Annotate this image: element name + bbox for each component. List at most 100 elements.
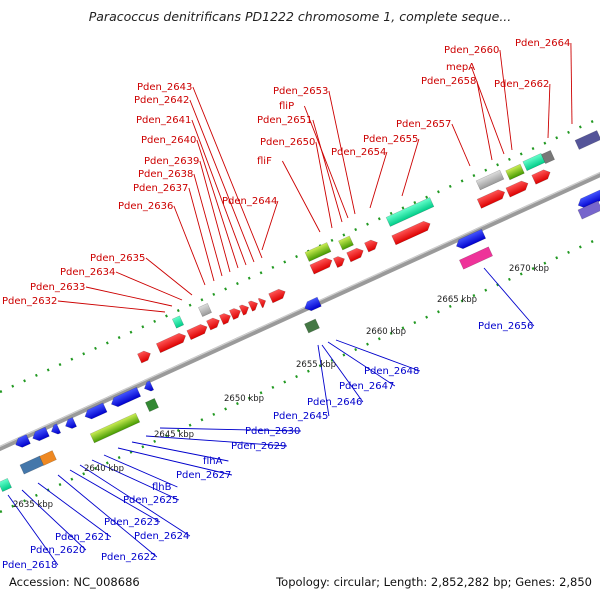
gene-labels: Pden_2632 Pden_2633 Pden_2634 Pden_2635 Pden…: [2, 38, 570, 571]
label-leader-line: [470, 66, 505, 155]
gene-label[interactable]: Pden_2636: [118, 201, 173, 212]
gene-feature: [171, 315, 185, 329]
label-leader-line: [173, 205, 206, 286]
gene-feature: [304, 318, 320, 334]
gene-label[interactable]: Pden_2634: [60, 267, 115, 278]
scale-label: 2655 kbp: [296, 360, 336, 370]
gene-label[interactable]: mepA: [446, 62, 475, 73]
gene-label[interactable]: Pden_2644: [222, 196, 277, 207]
gene-label[interactable]: Pden_2656: [478, 321, 533, 332]
genome-summary-text: Topology: circular; Length: 2,852,282 bp…: [276, 575, 592, 589]
label-leader-line: [21, 489, 87, 551]
label-leader-line: [335, 339, 421, 372]
gene-label[interactable]: Pden_2637: [133, 183, 188, 194]
label-leader-line: [37, 482, 112, 538]
gene-label[interactable]: Pden_2642: [134, 95, 189, 106]
gene-label[interactable]: Pden_2646: [307, 397, 362, 408]
gene-feature: [145, 398, 159, 412]
gene-features: [0, 130, 600, 492]
gene-label[interactable]: Pden_2629: [231, 441, 286, 452]
label-leader-line: [145, 435, 287, 447]
label-leader-line: [91, 459, 180, 501]
gene-label[interactable]: Pden_2658: [421, 76, 476, 87]
gene-label[interactable]: Pden_2639: [144, 156, 199, 167]
gene-label[interactable]: Pden_2624: [134, 531, 189, 542]
gene-feature: [268, 288, 286, 304]
gene-label[interactable]: Pden_2625: [123, 495, 178, 506]
gene-feature: [577, 200, 600, 220]
scale-label: 2635 kbp: [13, 500, 53, 510]
label-leader-line: [451, 123, 471, 167]
gene-label[interactable]: Pden_2620: [30, 545, 85, 556]
label-leader-line: [189, 99, 255, 263]
gene-feature: [84, 402, 108, 420]
gene-feature: [505, 163, 525, 181]
label-leader-line: [261, 200, 279, 251]
label-leader-line: [188, 187, 215, 282]
map-title: Paracoccus denitrificans PD1222 chromoso…: [88, 9, 512, 24]
gene-label[interactable]: Pden_2632: [2, 296, 57, 307]
gene-label[interactable]: Pden_2630: [245, 426, 300, 437]
label-leader-line: [159, 427, 301, 432]
gene-label[interactable]: Pden_2648: [364, 366, 419, 377]
label-leader-line: [282, 160, 321, 233]
gene-label[interactable]: Pden_2651: [257, 115, 312, 126]
gene-feature: [155, 333, 186, 354]
gene-label[interactable]: Pden_2638: [138, 169, 193, 180]
gene-label[interactable]: Pden_2633: [30, 282, 85, 293]
gene-feature: [364, 239, 378, 253]
gene-feature: [229, 308, 241, 320]
gene-label[interactable]: Pden_2657: [396, 119, 451, 130]
gene-label[interactable]: fliF: [257, 156, 272, 167]
gene-label[interactable]: Pden_2635: [90, 253, 145, 264]
label-leader-line: [303, 105, 349, 219]
scale-label: 2650 kbp: [224, 394, 264, 404]
gene-label[interactable]: Pden_2627: [176, 470, 231, 481]
gene-feature: [459, 246, 493, 270]
gene-feature: [476, 189, 506, 209]
gene-label[interactable]: flhA: [203, 456, 223, 467]
gene-label[interactable]: Pden_2655: [363, 134, 418, 145]
label-leader-line: [117, 447, 233, 476]
gene-feature: [111, 386, 142, 407]
gene-label[interactable]: Pden_2664: [515, 38, 570, 49]
gene-label[interactable]: Pden_2647: [339, 381, 394, 392]
label-leader-line: [315, 141, 333, 229]
label-leader-line: [85, 286, 173, 307]
gene-label[interactable]: Pden_2653: [273, 86, 328, 97]
label-leader-line: [321, 344, 364, 403]
gene-feature: [198, 303, 212, 317]
label-leader-line: [69, 469, 161, 523]
label-leader-line: [476, 80, 493, 161]
gene-label[interactable]: Pden_2640: [141, 135, 196, 146]
gene-label[interactable]: Pden_2660: [444, 45, 499, 56]
gene-feature: [137, 350, 151, 364]
gene-label[interactable]: Pden_2621: [55, 532, 110, 543]
label-leader-line: [145, 257, 193, 296]
gene-feature: [219, 313, 231, 325]
scale-label: 2670 kbp: [509, 264, 549, 274]
gene-label[interactable]: Pden_2662: [494, 79, 549, 90]
label-leader-line: [57, 474, 158, 558]
gene-label[interactable]: Pden_2654: [331, 147, 386, 158]
gene-feature: [531, 169, 551, 185]
gene-label[interactable]: Pden_2643: [137, 82, 192, 93]
gene-feature: [333, 256, 345, 268]
gene-label[interactable]: Pden_2650: [260, 137, 315, 148]
label-leader-line: [312, 119, 343, 223]
gene-label[interactable]: Pden_2618: [2, 560, 57, 571]
gene-feature: [247, 300, 258, 312]
gene-label[interactable]: fliP: [279, 101, 294, 112]
gene-feature: [32, 426, 50, 442]
scale-label: 2640 kbp: [84, 464, 124, 474]
gene-feature: [456, 228, 487, 249]
gene-label[interactable]: Pden_2641: [136, 115, 191, 126]
scale-label: 2660 kbp: [366, 327, 406, 337]
gene-label[interactable]: Pden_2645: [273, 411, 328, 422]
label-leader-line: [483, 267, 535, 327]
gene-feature: [39, 450, 57, 466]
scale-label: 2645 kbp: [154, 430, 194, 440]
gene-label[interactable]: Pden_2623: [104, 517, 159, 528]
gene-label[interactable]: flhB: [152, 482, 172, 493]
gene-label[interactable]: Pden_2622: [101, 552, 156, 563]
